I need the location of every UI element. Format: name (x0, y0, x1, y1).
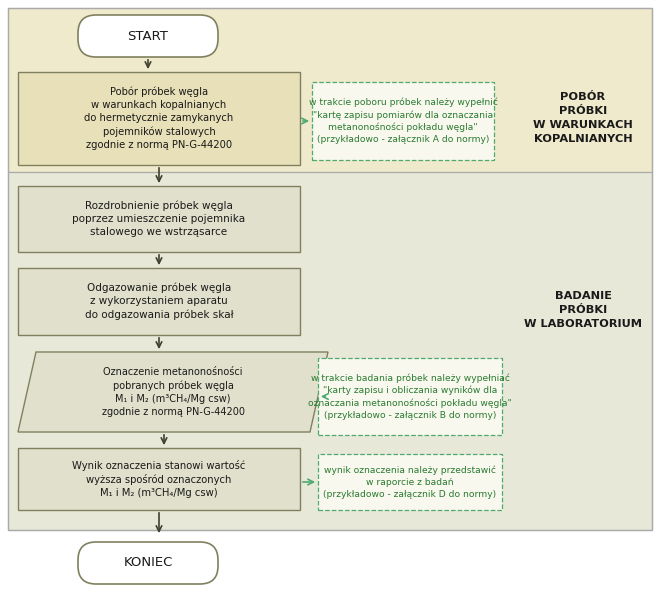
Text: KONIEC: KONIEC (123, 557, 173, 570)
Bar (318, 454, 502, 510)
Text: START: START (127, 30, 168, 43)
Bar (18, 268, 300, 335)
Text: POBÓR
PRÓBKI
W WARUNKACH
KOPALNIANYCH: POBÓR PRÓBKI W WARUNKACH KOPALNIANYCH (533, 93, 633, 144)
Bar (8, 8, 652, 172)
Text: Wynik oznaczenia stanowi wartość
wyższa spośród oznaczonych
M₁ i M₂ (m³CH₄/Mg cs: Wynik oznaczenia stanowi wartość wyższa … (73, 460, 246, 498)
Bar (18, 186, 300, 252)
Text: wynik oznaczenia należy przedstawić
w raporcie z badań
(przykładowo - załącznik : wynik oznaczenia należy przedstawić w ra… (323, 466, 496, 498)
FancyBboxPatch shape (78, 542, 218, 584)
Text: Odgazowanie próbek węgla
z wykorzystaniem aparatu
do odgazowania próbek skał: Odgazowanie próbek węgla z wykorzystanie… (84, 283, 234, 320)
Text: BADANIE
PRÓBKI
W LABORATORIUM: BADANIE PRÓBKI W LABORATORIUM (524, 291, 642, 329)
FancyBboxPatch shape (78, 15, 218, 57)
Text: w trakcie poboru próbek należy wypełnić
"kartę zapisu pomiarów dla oznaczania
me: w trakcie poboru próbek należy wypełnić … (309, 98, 498, 144)
Polygon shape (18, 352, 328, 432)
Bar (312, 82, 494, 160)
Bar (18, 448, 300, 510)
Text: Oznaczenie metanonośności
pobranych próbek węgla
M₁ i M₂ (m³CH₄/Mg csw)
zgodnie : Oznaczenie metanonośności pobranych prób… (102, 367, 244, 417)
Bar (8, 8, 652, 530)
Text: Pobór próbek węgla
w warunkach kopalnianych
do hermetycznie zamykanych
pojemnikó: Pobór próbek węgla w warunkach kopalnian… (84, 87, 234, 150)
Bar (18, 72, 300, 165)
Text: Rozdrobnienie próbek węgla
poprzez umieszczenie pojemnika
stalowego we wstrząsar: Rozdrobnienie próbek węgla poprzez umies… (73, 201, 246, 238)
Text: w trakcie badania próbek należy wypełniać
"karty zapisu i obliczania wyników dla: w trakcie badania próbek należy wypełnia… (308, 374, 512, 419)
Bar (318, 358, 502, 435)
Bar (8, 172, 652, 530)
